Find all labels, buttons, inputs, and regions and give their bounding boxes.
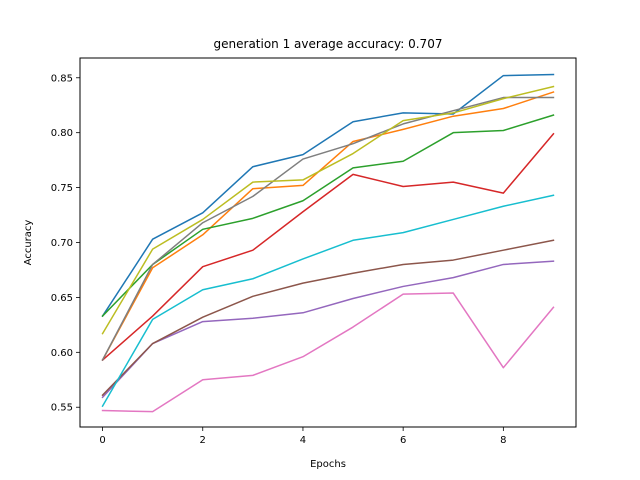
- y-tick-label: 0.60: [51, 348, 73, 359]
- x-axis-label: Epochs: [310, 459, 346, 470]
- series-layer: [101, 73, 555, 413]
- series-line-5: [101, 260, 555, 399]
- x-tick-label: 4: [300, 435, 306, 446]
- x-tick-label: 8: [500, 435, 506, 446]
- y-axis: 0.55 0.60 0.65 0.70 0.75 0.80 0.85: [51, 73, 80, 414]
- x-tick-label: 6: [400, 435, 406, 446]
- y-tick-label: 0.55: [51, 403, 73, 414]
- x-tick-label: 2: [200, 435, 206, 446]
- y-tick-label: 0.70: [51, 238, 73, 249]
- series-line-4: [101, 132, 555, 362]
- series-line-8: [101, 96, 555, 362]
- series-line-7: [101, 292, 555, 413]
- x-axis: 0 2 4 6 8: [99, 427, 507, 446]
- chart-title: generation 1 average accuracy: 0.707: [214, 37, 443, 51]
- series-line-3: [101, 114, 555, 318]
- x-tick-label: 0: [99, 435, 105, 446]
- y-tick-label: 0.85: [51, 73, 73, 84]
- series-line-10: [101, 194, 555, 408]
- series-line-1: [101, 73, 555, 318]
- series-line-9: [101, 85, 555, 335]
- y-tick-label: 0.75: [51, 183, 73, 194]
- y-axis-label: Accuracy: [23, 220, 34, 266]
- y-tick-label: 0.80: [51, 128, 73, 139]
- plot-frame: [79, 57, 577, 428]
- series-line-2: [101, 91, 555, 362]
- y-tick-label: 0.65: [51, 293, 73, 304]
- series-line-6: [101, 239, 555, 397]
